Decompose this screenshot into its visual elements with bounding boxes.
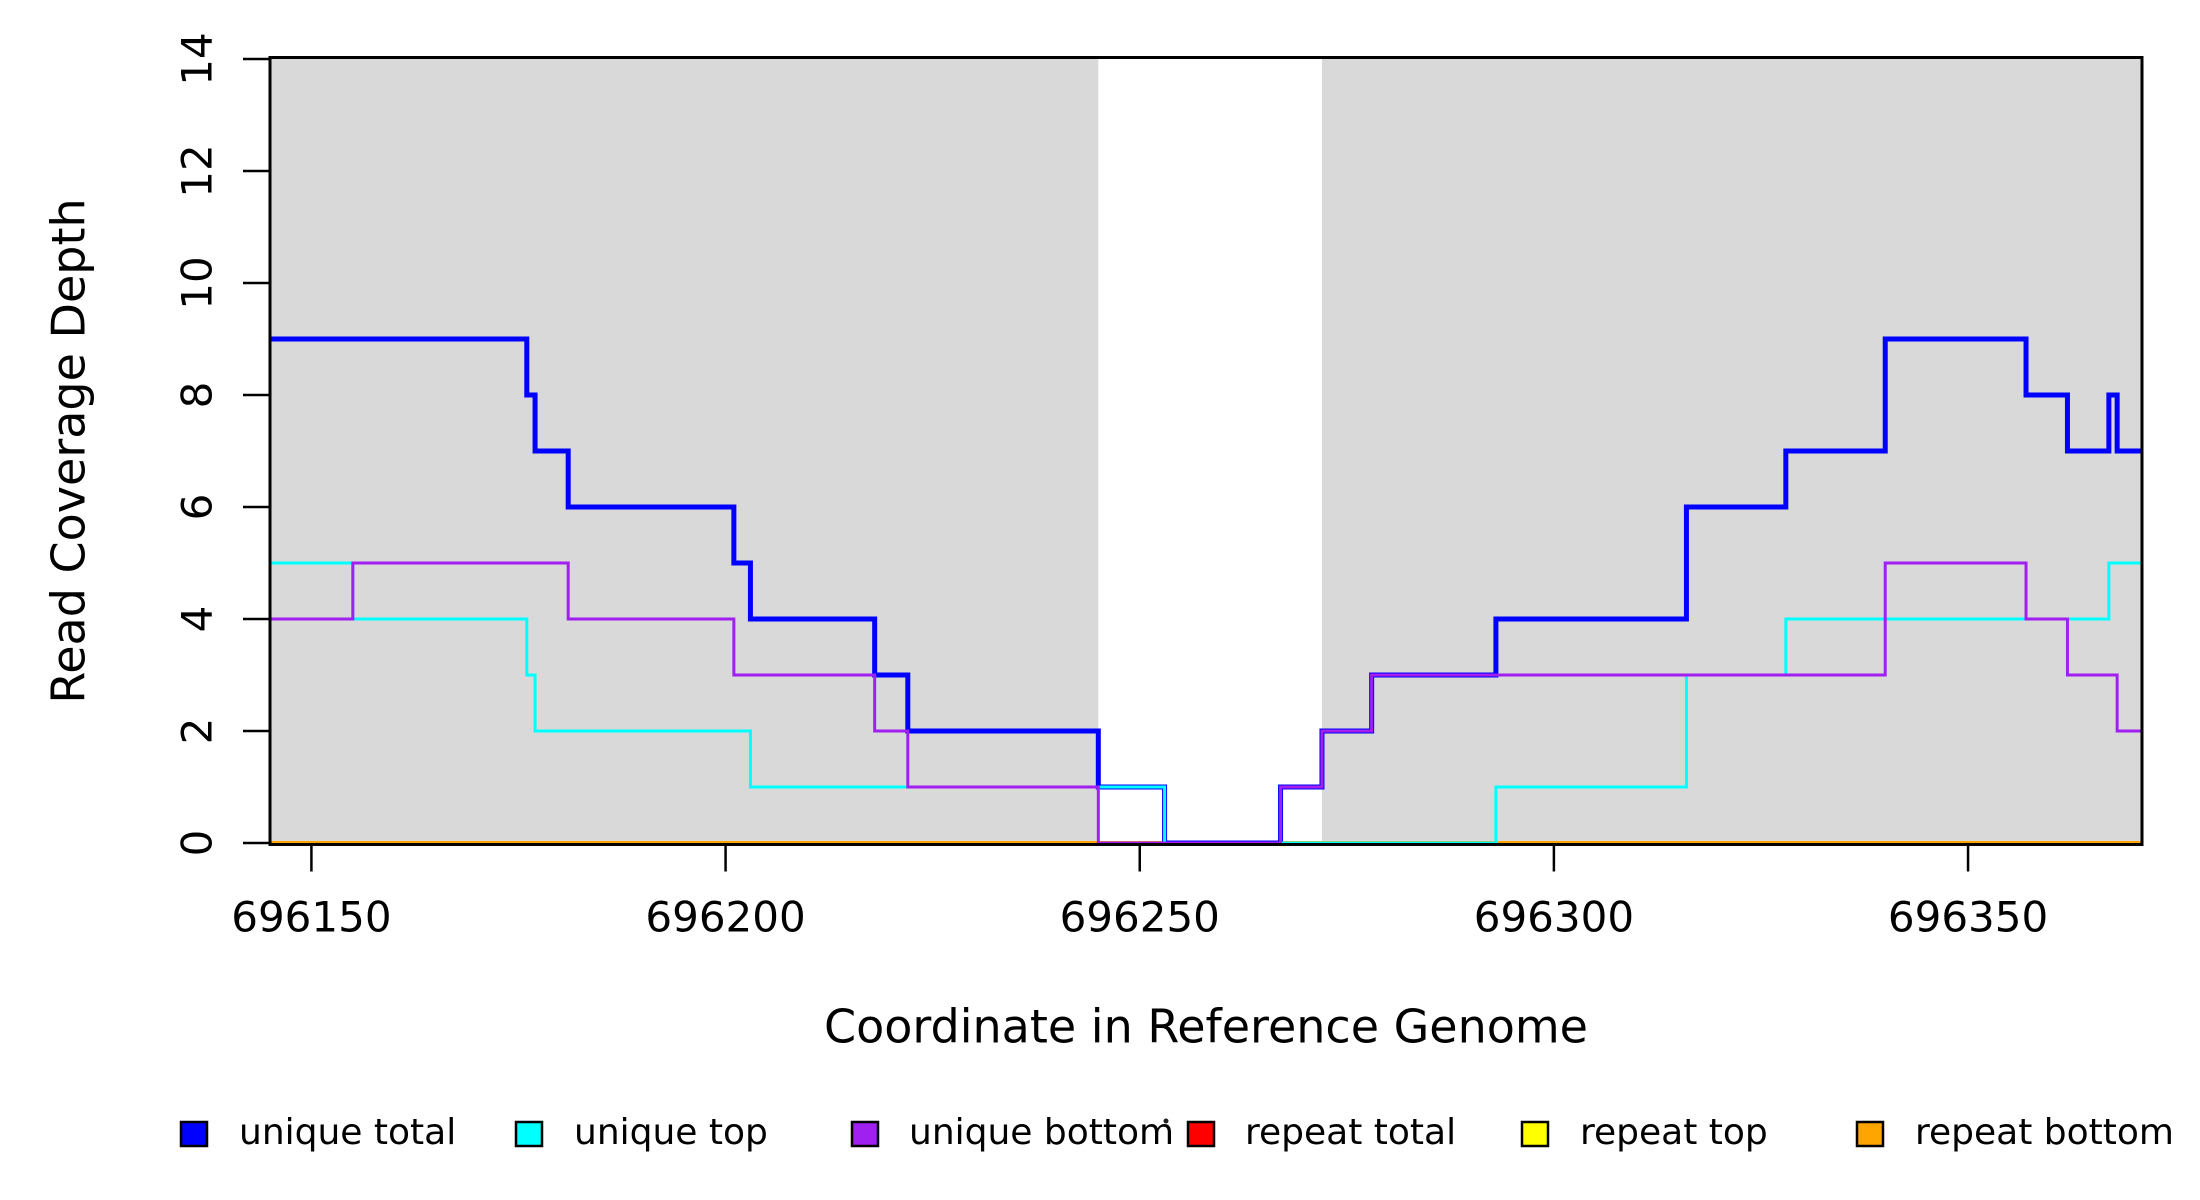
y-axis-tick-label: 12 xyxy=(173,144,222,197)
x-axis-tick-label: 696300 xyxy=(1474,893,1634,942)
series-line-unique-bottom xyxy=(270,561,2142,845)
x-axis-tick-label: 696150 xyxy=(231,893,391,942)
x-axis-tick-label: 696350 xyxy=(1888,893,2048,942)
plot-frame xyxy=(268,56,2144,846)
y-axis-tick-label: 14 xyxy=(173,32,222,85)
legend-swatch-repeat-bottom xyxy=(1855,1120,1885,1148)
y-axis-tick-label: 2 xyxy=(173,718,222,745)
y-axis-tick-label: 0 xyxy=(173,830,222,857)
stray-dot-artifact xyxy=(1163,1118,1169,1124)
legend-swatch-unique-top xyxy=(514,1120,544,1148)
legend-swatch-repeat-total xyxy=(1186,1120,1216,1148)
y-axis-tick-label: 4 xyxy=(173,606,222,633)
series-line-unique-top xyxy=(270,561,2142,845)
legend-label-repeat-total: repeat total xyxy=(1245,1112,1456,1153)
legend-swatch-repeat-top xyxy=(1520,1120,1550,1148)
legend-label-unique-total: unique total xyxy=(239,1112,456,1153)
legend-swatch-unique-total xyxy=(179,1120,209,1148)
legend-label-unique-top: unique top xyxy=(574,1112,768,1153)
x-axis-title: Coordinate in Reference Genome xyxy=(824,1000,1588,1054)
x-axis-tick-label: 696200 xyxy=(645,893,805,942)
legend-swatch-unique-bottom xyxy=(850,1120,880,1148)
y-axis-tick-label: 10 xyxy=(173,256,222,309)
x-axis-tick-label: 696250 xyxy=(1060,893,1220,942)
y-axis-title: Read Coverage Depth xyxy=(42,198,96,703)
legend-label-repeat-top: repeat top xyxy=(1580,1112,1768,1153)
y-axis-tick-label: 8 xyxy=(173,382,222,409)
shaded-coverage-region xyxy=(270,57,1099,845)
legend-label-unique-bottom: unique bottom xyxy=(909,1112,1174,1153)
legend-label-repeat-bottom: repeat bottom xyxy=(1915,1112,2174,1153)
shaded-coverage-region xyxy=(1321,57,2142,845)
y-axis-tick-label: 6 xyxy=(173,494,222,521)
